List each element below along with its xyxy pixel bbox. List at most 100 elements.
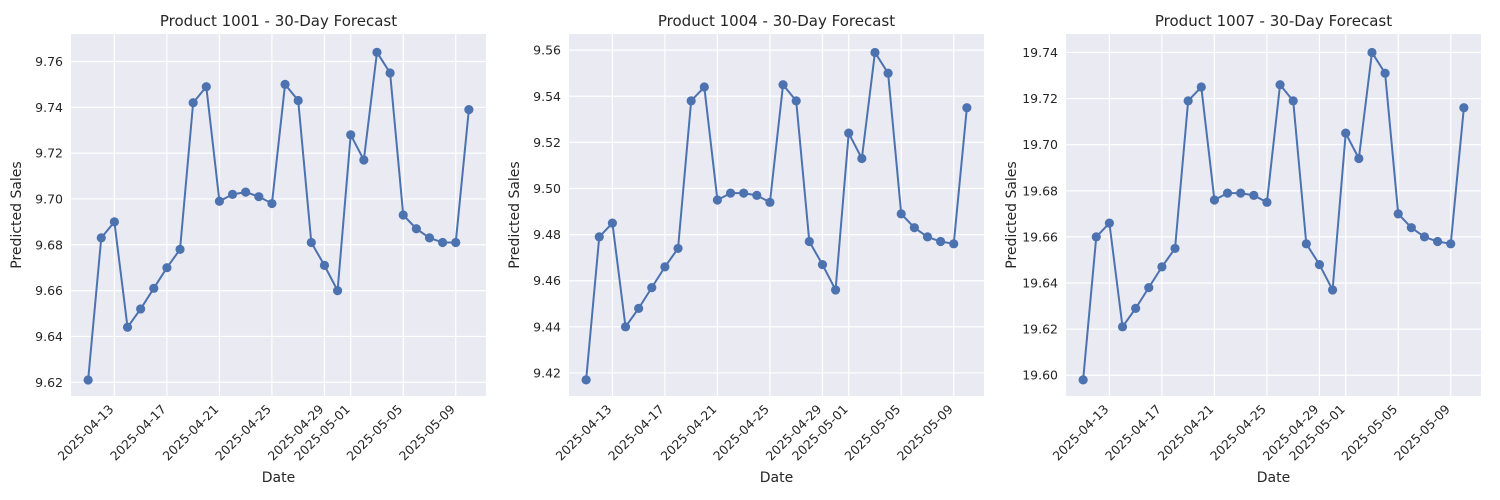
data-point — [254, 192, 264, 202]
data-point — [424, 233, 435, 243]
data-point — [909, 223, 919, 233]
data-point — [451, 237, 461, 248]
y-tick-label: 19.64 — [1022, 276, 1058, 291]
data-point — [752, 190, 762, 201]
data-point — [1091, 232, 1101, 242]
data-point — [83, 375, 93, 385]
data-point — [1117, 322, 1128, 332]
y-axis-label: Predicted Sales — [507, 161, 523, 268]
y-tick-label: 19.68 — [1022, 183, 1058, 198]
data-point — [686, 96, 696, 106]
data-point — [96, 233, 106, 243]
data-point — [1222, 188, 1233, 198]
data-point — [844, 128, 854, 138]
data-point — [870, 47, 880, 58]
data-point — [1433, 236, 1443, 247]
data-point — [896, 209, 906, 219]
data-point — [1419, 232, 1430, 242]
y-tick-label: 9.68 — [35, 237, 63, 252]
data-point — [227, 189, 238, 199]
data-point — [293, 95, 303, 106]
y-tick-label: 9.72 — [35, 146, 63, 161]
chart-panel-3: 19.60 19.62 19.64 19.66 19.68 19.70 19.72 19.74… — [1004, 12, 1481, 486]
x-tick-label: 2025-05-09 — [396, 401, 458, 463]
data-point — [1354, 153, 1364, 164]
data-point — [1314, 259, 1325, 270]
x-axis-label: Date — [760, 470, 793, 486]
data-point — [1236, 188, 1246, 198]
data-point — [949, 239, 959, 249]
data-point — [765, 197, 775, 207]
chart-panel-1: 9.629.649.669.689.709.729.749.762025-04-… — [9, 12, 486, 486]
data-point — [385, 68, 395, 78]
data-point — [634, 303, 644, 313]
chart-panel-2: 9.429.449.469.489.509.529.549.562025-04-… — [507, 12, 984, 486]
data-point — [188, 98, 198, 108]
y-tick-label: 9.70 — [35, 191, 63, 206]
data-point — [332, 286, 343, 296]
chart-title: Product 1007 - 30-Day Forecast — [1155, 12, 1392, 30]
y-tick-label: 9.46 — [533, 273, 561, 288]
data-point — [936, 236, 946, 247]
data-point — [739, 188, 749, 198]
y-tick-label: 9.76 — [35, 54, 63, 69]
chart-title: Product 1001 - 30-Day Forecast — [160, 12, 397, 30]
data-point — [109, 217, 119, 227]
data-point — [411, 224, 421, 234]
x-tick-label: 2025-05-09 — [1391, 401, 1453, 463]
data-point — [149, 283, 159, 293]
data-point — [857, 153, 867, 164]
y-tick-label: 9.50 — [533, 181, 561, 196]
y-tick-label: 9.64 — [35, 329, 63, 344]
data-point — [883, 68, 893, 78]
data-point — [817, 259, 828, 270]
data-point — [1327, 285, 1338, 295]
data-point — [1393, 209, 1403, 219]
data-point — [359, 155, 369, 165]
data-point — [1459, 103, 1469, 113]
y-tick-label: 19.60 — [1022, 368, 1058, 383]
y-tick-label: 19.74 — [1022, 45, 1058, 60]
data-point — [136, 304, 146, 314]
data-point — [346, 130, 356, 140]
data-point — [1249, 190, 1259, 201]
data-point — [464, 105, 474, 115]
data-point — [267, 198, 277, 209]
data-point — [712, 195, 723, 205]
data-point — [660, 262, 670, 272]
data-point — [673, 243, 683, 254]
data-point — [922, 232, 933, 242]
data-point — [280, 79, 290, 90]
y-tick-label: 19.72 — [1022, 91, 1058, 106]
data-point — [1341, 128, 1351, 138]
data-point — [699, 82, 709, 92]
data-point — [1209, 195, 1220, 205]
y-axis-label: Predicted Sales — [9, 161, 25, 268]
x-tick-label: 2025-05-09 — [894, 401, 956, 463]
y-tick-label: 9.56 — [533, 43, 561, 58]
data-point — [1380, 68, 1390, 78]
y-tick-label: 9.62 — [35, 375, 63, 390]
data-point — [1262, 197, 1272, 207]
data-point — [1446, 239, 1456, 249]
data-point — [1367, 47, 1377, 58]
data-point — [1144, 283, 1154, 293]
data-point — [1301, 239, 1311, 249]
data-point — [725, 188, 736, 198]
data-point — [122, 322, 133, 332]
y-tick-label: 19.62 — [1022, 322, 1058, 337]
y-axis-label: Predicted Sales — [1004, 161, 1020, 268]
data-point — [241, 187, 251, 197]
data-point — [319, 260, 330, 271]
data-point — [306, 237, 316, 248]
data-point — [830, 285, 841, 295]
y-tick-label: 9.48 — [533, 227, 561, 242]
y-tick-label: 9.52 — [533, 135, 561, 150]
y-tick-label: 9.74 — [35, 100, 63, 115]
plot-area — [569, 34, 984, 396]
data-point — [594, 232, 604, 242]
plot-area — [1066, 34, 1481, 396]
data-point — [1157, 262, 1167, 272]
data-point — [1170, 243, 1180, 254]
data-point — [1288, 96, 1298, 106]
